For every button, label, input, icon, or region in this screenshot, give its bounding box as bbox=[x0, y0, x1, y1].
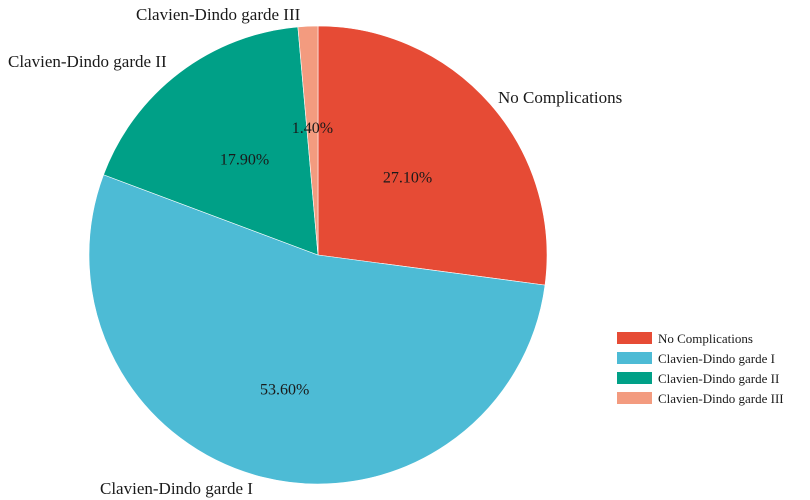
legend-label: No Complications bbox=[658, 331, 753, 346]
percentage-label-clavien-dindo-garde-iii: 1.40% bbox=[292, 120, 333, 137]
category-label-clavien-dindo-garde-i: Clavien-Dindo garde I bbox=[100, 479, 253, 498]
legend-label: Clavien-Dindo garde II bbox=[658, 371, 779, 386]
legend-swatch bbox=[617, 352, 652, 364]
percentage-label-clavien-dindo-garde-i: 53.60% bbox=[260, 381, 309, 398]
category-labels: No Complications Clavien-Dindo garde I Cla… bbox=[8, 5, 622, 498]
pie-slice-clavien-dindo-garde-iii bbox=[297, 25, 319, 256]
pie-slice-clavien-dindo-garde-ii bbox=[103, 26, 319, 256]
percentage-label-clavien-dindo-garde-ii: 17.90% bbox=[220, 151, 269, 168]
category-label-clavien-dindo-garde-iii: Clavien-Dindo garde III bbox=[136, 5, 301, 24]
category-label-clavien-dindo-garde-ii: Clavien-Dindo garde II bbox=[8, 52, 167, 71]
legend-label: Clavien-Dindo garde I bbox=[658, 351, 775, 366]
category-label-no-complications: No Complications bbox=[498, 88, 622, 107]
legend-item-clavien-dindo-garde-iii: Clavien-Dindo garde III bbox=[617, 391, 784, 406]
pie-slice-clavien-dindo-garde-i bbox=[88, 174, 546, 485]
legend-swatch bbox=[617, 392, 652, 404]
percentage-labels: 27.10% 53.60% 17.90% 1.40% bbox=[220, 120, 432, 398]
pie-slice-no-complications bbox=[317, 25, 548, 286]
legend-swatch bbox=[617, 332, 652, 344]
legend-item-clavien-dindo-garde-i: Clavien-Dindo garde I bbox=[617, 351, 775, 366]
percentage-label-no-complications: 27.10% bbox=[383, 170, 432, 187]
legend-item-clavien-dindo-garde-ii: Clavien-Dindo garde II bbox=[617, 371, 779, 386]
legend-label: Clavien-Dindo garde III bbox=[658, 391, 784, 406]
pie-slices bbox=[88, 25, 548, 485]
legend-swatch bbox=[617, 372, 652, 384]
legend: No Complications Clavien-Dindo garde I Cla… bbox=[617, 331, 784, 406]
legend-item-no-complications: No Complications bbox=[617, 331, 753, 346]
